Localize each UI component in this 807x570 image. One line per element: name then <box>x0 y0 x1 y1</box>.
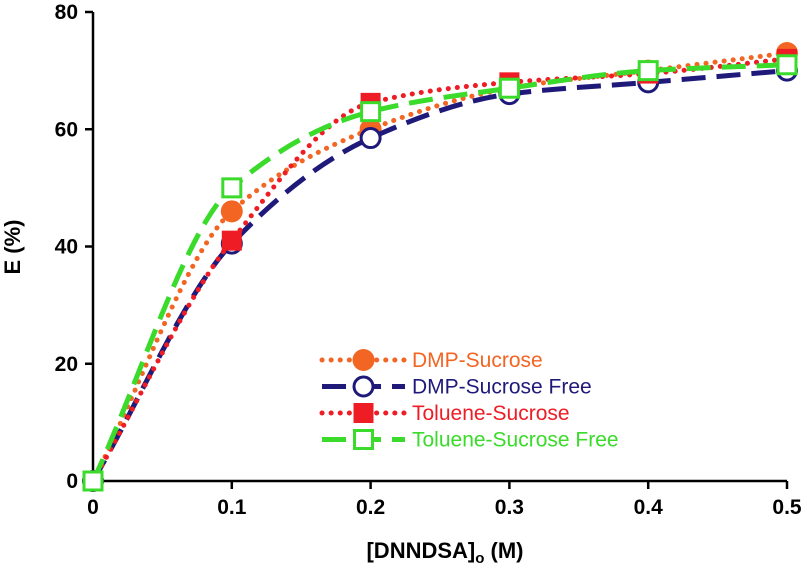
legend-label: Toluene-Sucrose <box>412 402 570 425</box>
x-axis-title: [DNNDSA]o (M) <box>366 538 523 567</box>
x-axis-title-subscript: o <box>475 550 484 567</box>
legend-marker <box>352 349 375 371</box>
legend: DMP-Sucrose DMP-Sucrose Free Toluene-Sucro… <box>319 349 619 452</box>
x-ticks: 0 0.1 0.2 0.3 0.4 0.5 <box>87 481 802 519</box>
y-tick-label: 60 <box>55 118 78 141</box>
data-point <box>221 177 243 199</box>
y-tick-label: 20 <box>55 353 78 376</box>
data-point <box>637 60 659 82</box>
x-tick-label: 0.3 <box>495 496 524 519</box>
y-ticks: 0 20 40 60 80 <box>55 1 93 493</box>
data-point <box>220 200 243 223</box>
data-point <box>360 101 382 123</box>
y-tick-label: 80 <box>55 1 78 24</box>
data-point <box>82 470 104 492</box>
x-tick-label: 0 <box>87 496 99 519</box>
data-point <box>221 230 242 251</box>
legend-entry: Toluene-Sucrose Free <box>322 429 619 452</box>
data-point <box>776 54 798 76</box>
data-point <box>498 77 520 99</box>
legend-entry: DMP-Sucrose <box>319 349 543 372</box>
x-tick-label: 0.4 <box>634 496 664 519</box>
y-axis-title: E (%) <box>0 220 25 275</box>
x-tick-label: 0.5 <box>772 496 802 519</box>
legend-label: Toluene-Sucrose Free <box>412 429 619 452</box>
series-line <box>90 62 788 483</box>
x-tick-label: 0.2 <box>356 496 385 519</box>
series-toluene-sucrose-free <box>82 54 798 492</box>
legend-marker <box>352 375 375 398</box>
series-layer <box>82 42 798 492</box>
x-tick-label: 0.1 <box>217 496 247 519</box>
legend-label: DMP-Sucrose <box>412 349 543 372</box>
legend-entry: Toluene-Sucrose <box>319 402 570 425</box>
series-line <box>90 50 790 484</box>
y-tick-label: 0 <box>66 470 78 493</box>
legend-entry: DMP-Sucrose Free <box>322 375 592 399</box>
legend-marker <box>353 403 374 423</box>
data-point <box>359 127 382 150</box>
y-tick-label: 40 <box>55 236 78 259</box>
x-axis-title-main: [DNNDSA] <box>366 538 475 563</box>
legend-label: DMP-Sucrose Free <box>412 376 592 399</box>
legend-marker <box>353 429 374 450</box>
x-axis-title-unit: (M) <box>484 538 523 563</box>
